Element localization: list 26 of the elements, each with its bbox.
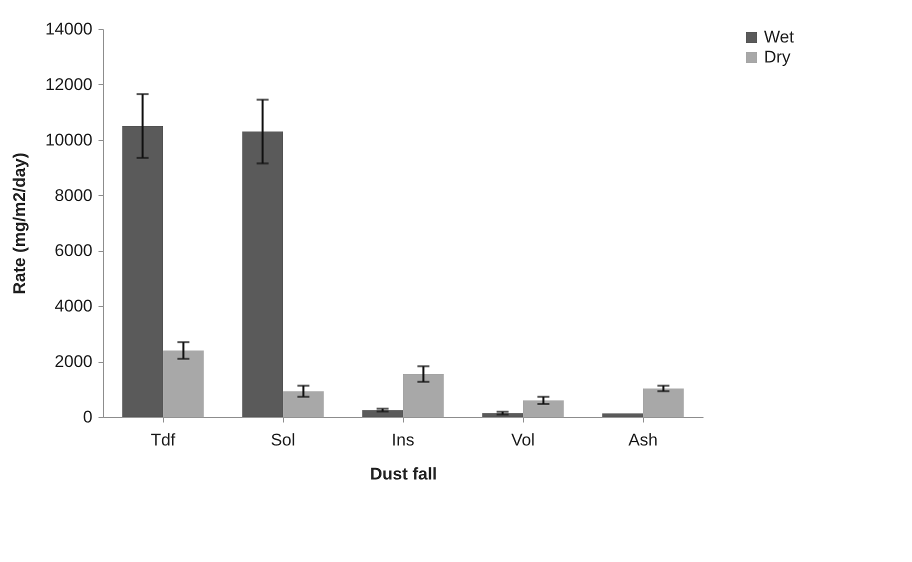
bar <box>122 126 163 417</box>
x-tick-label: Ins <box>392 430 414 450</box>
bar <box>283 391 324 417</box>
y-tick-label: 0 <box>83 408 92 426</box>
x-tick-label: Vol <box>511 430 535 450</box>
bar <box>362 410 403 417</box>
y-tick-label: 4000 <box>54 296 92 316</box>
bar <box>403 374 444 417</box>
legend-label: Wet <box>764 28 794 46</box>
y-tick-label: 6000 <box>54 241 92 260</box>
bar <box>163 350 204 417</box>
legend-label: Dry <box>764 48 791 66</box>
x-tick-label: Ash <box>628 430 658 450</box>
y-tick-label: 2000 <box>54 352 92 372</box>
bar <box>602 413 643 417</box>
x-tick-label: Tdf <box>150 430 176 450</box>
y-tick-label: 8000 <box>54 186 92 205</box>
bar <box>523 400 564 417</box>
bar <box>242 132 283 417</box>
y-tick-label: 14000 <box>45 20 92 38</box>
y-axis-title: Rate (mg/m2/day) <box>10 152 30 294</box>
bar <box>643 388 684 417</box>
y-tick-label: 12000 <box>45 74 92 94</box>
y-tick-label: 10000 <box>45 130 92 150</box>
x-tick-label: Sol <box>270 430 296 450</box>
x-axis-title: Dust fall <box>370 464 438 484</box>
